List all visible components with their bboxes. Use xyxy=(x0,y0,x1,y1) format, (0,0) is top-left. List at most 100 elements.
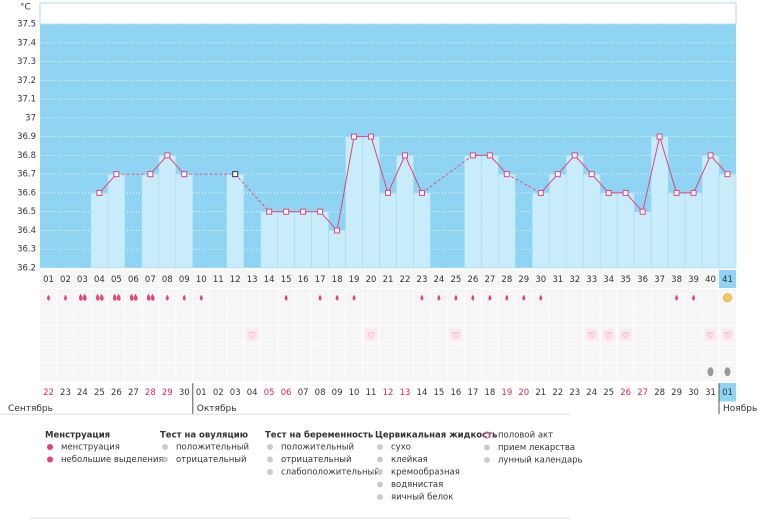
cycle-day: 19 xyxy=(349,275,360,285)
temp-point xyxy=(368,133,375,140)
date: 24 xyxy=(586,388,597,398)
cycle-day: 06 xyxy=(128,275,139,285)
legend-item: сухо xyxy=(391,443,411,453)
gap-connector xyxy=(234,173,270,212)
fluid-icon xyxy=(724,367,731,377)
temp-bar xyxy=(481,155,499,269)
legend-title: Тест на беременность xyxy=(265,430,373,441)
temp-bar xyxy=(684,192,703,269)
cycle-day: 22 xyxy=(400,275,411,285)
legend-icon xyxy=(377,481,383,488)
legend-item: небольшие выделения xyxy=(61,455,164,465)
y-tick-label: 37.4 xyxy=(17,38,36,48)
cycle-day: 38 xyxy=(671,275,682,285)
temp-bar xyxy=(90,192,109,269)
spotting-icon xyxy=(352,294,356,301)
menstruation-icon xyxy=(129,293,138,301)
cycle-day: 27 xyxy=(484,275,495,285)
legend-title: Менструация xyxy=(45,431,110,441)
temp-bar xyxy=(396,155,414,269)
y-tick-label: 37 xyxy=(25,113,36,123)
heart-icon: ♡ xyxy=(723,331,731,341)
heart-cell xyxy=(449,328,462,341)
temp-point xyxy=(266,208,273,215)
spotting-icon xyxy=(199,294,203,301)
temp-bar xyxy=(226,173,245,269)
temp-bar xyxy=(345,136,363,269)
cycle-day: 31 xyxy=(552,275,563,285)
temp-point xyxy=(622,189,629,196)
temp-point xyxy=(232,171,239,178)
heart-icon: ♡ xyxy=(367,331,375,341)
temp-bar xyxy=(498,173,516,269)
temp-bar xyxy=(616,192,635,269)
legend-item: кремообразная xyxy=(391,468,460,478)
legend-title: Цервикальная жидкость xyxy=(375,431,497,441)
temp-line xyxy=(99,173,117,194)
temp-bar xyxy=(328,230,346,269)
legend-item: положительный xyxy=(176,443,249,453)
temp-bar xyxy=(633,211,652,269)
y-tick-label: 36.6 xyxy=(17,188,36,198)
temp-point xyxy=(707,152,714,159)
legend-item: положительный xyxy=(281,443,354,453)
y-tick-label: 36.2 xyxy=(17,264,36,274)
legend-icon xyxy=(162,444,168,450)
temp-point xyxy=(639,208,646,215)
cycle-day: 01 xyxy=(43,275,54,285)
spotting-icon xyxy=(318,294,322,301)
temp-bar xyxy=(701,155,720,269)
heart-cell xyxy=(585,328,598,341)
temp-bar xyxy=(548,173,567,269)
spotting-icon xyxy=(675,294,679,301)
cycle-day: 32 xyxy=(569,275,580,285)
legend-icon xyxy=(47,444,53,450)
temp-point xyxy=(418,189,425,196)
legend-icon xyxy=(267,456,273,463)
temp-point xyxy=(605,189,612,196)
temp-point xyxy=(503,171,510,178)
temp-bar xyxy=(311,211,329,269)
temp-bar xyxy=(379,192,397,269)
cycle-day: 39 xyxy=(688,275,699,285)
spotting-icon xyxy=(471,294,475,301)
heart-icon: ♡ xyxy=(622,331,630,341)
temp-point xyxy=(588,171,595,178)
cycle-day: 21 xyxy=(383,275,394,285)
temp-bar xyxy=(175,173,194,269)
date: 26 xyxy=(111,388,122,398)
legend-icon xyxy=(377,444,383,450)
fluid-icon xyxy=(707,367,714,377)
date: 02 xyxy=(213,388,224,398)
cycle-day: 29 xyxy=(518,275,529,285)
temp-bar xyxy=(464,155,482,269)
cycle-day: 09 xyxy=(179,275,190,285)
temp-bar xyxy=(158,155,177,269)
cycle-day: 02 xyxy=(60,275,71,285)
spotting-icon xyxy=(692,294,696,301)
legend-item: прием лекарства xyxy=(498,443,575,453)
temp-point xyxy=(147,171,154,178)
date: 05 xyxy=(264,388,275,398)
temp-bar xyxy=(260,211,278,269)
date: 09 xyxy=(332,388,343,398)
date: 04 xyxy=(247,388,258,398)
temp-point xyxy=(113,171,120,178)
legend-icon xyxy=(484,444,490,451)
date: 28 xyxy=(145,388,156,398)
temp-line xyxy=(269,136,423,232)
date: 21 xyxy=(535,388,546,398)
temp-point xyxy=(283,208,290,215)
temp-bar xyxy=(582,173,601,269)
legend-icon xyxy=(483,431,491,439)
temp-point xyxy=(673,189,680,196)
legend-icon xyxy=(377,456,383,463)
menstruation-icon xyxy=(112,293,121,301)
legend-icon xyxy=(267,469,273,475)
legend-item: менструация xyxy=(61,443,120,453)
temp-point xyxy=(554,171,561,178)
menstruation-icon xyxy=(146,293,155,301)
temp-point xyxy=(486,152,493,159)
date: 14 xyxy=(417,388,428,398)
